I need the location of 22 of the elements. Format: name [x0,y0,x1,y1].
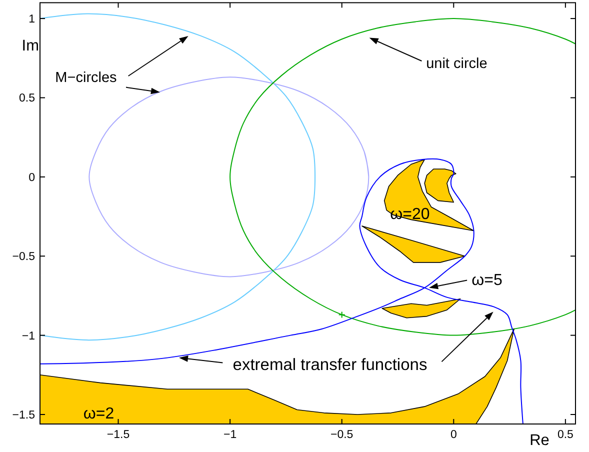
x-tick-label: 0 [450,429,457,441]
annotation: extremal transfer functions [232,356,428,374]
line-series [230,18,576,336]
x-tick-label: −0.5 [330,429,354,441]
annotation: ω=20 [390,206,430,223]
y-axis-title: Im [22,38,39,55]
x-tick-label: 0.5 [557,429,574,441]
annotation: M−circles [55,70,117,86]
annotation: unit circle [426,56,488,72]
x-axis-title: Re [530,432,550,449]
annotation: ω=2 [83,405,114,422]
x-tick-label: −1.5 [106,429,130,441]
x-tick-label: −1 [223,429,237,441]
y-tick-label: 0 [28,172,35,184]
annotation: ω=5 [472,272,503,289]
line-series [40,158,524,424]
y-tick-label: −1 [22,330,35,342]
y-tick-label: 0.5 [19,92,35,105]
y-tick-label: −1.5 [12,409,35,422]
line-series [40,13,316,341]
y-tick-label: −0.5 [12,251,35,264]
y-tick-label: 1 [28,14,35,26]
